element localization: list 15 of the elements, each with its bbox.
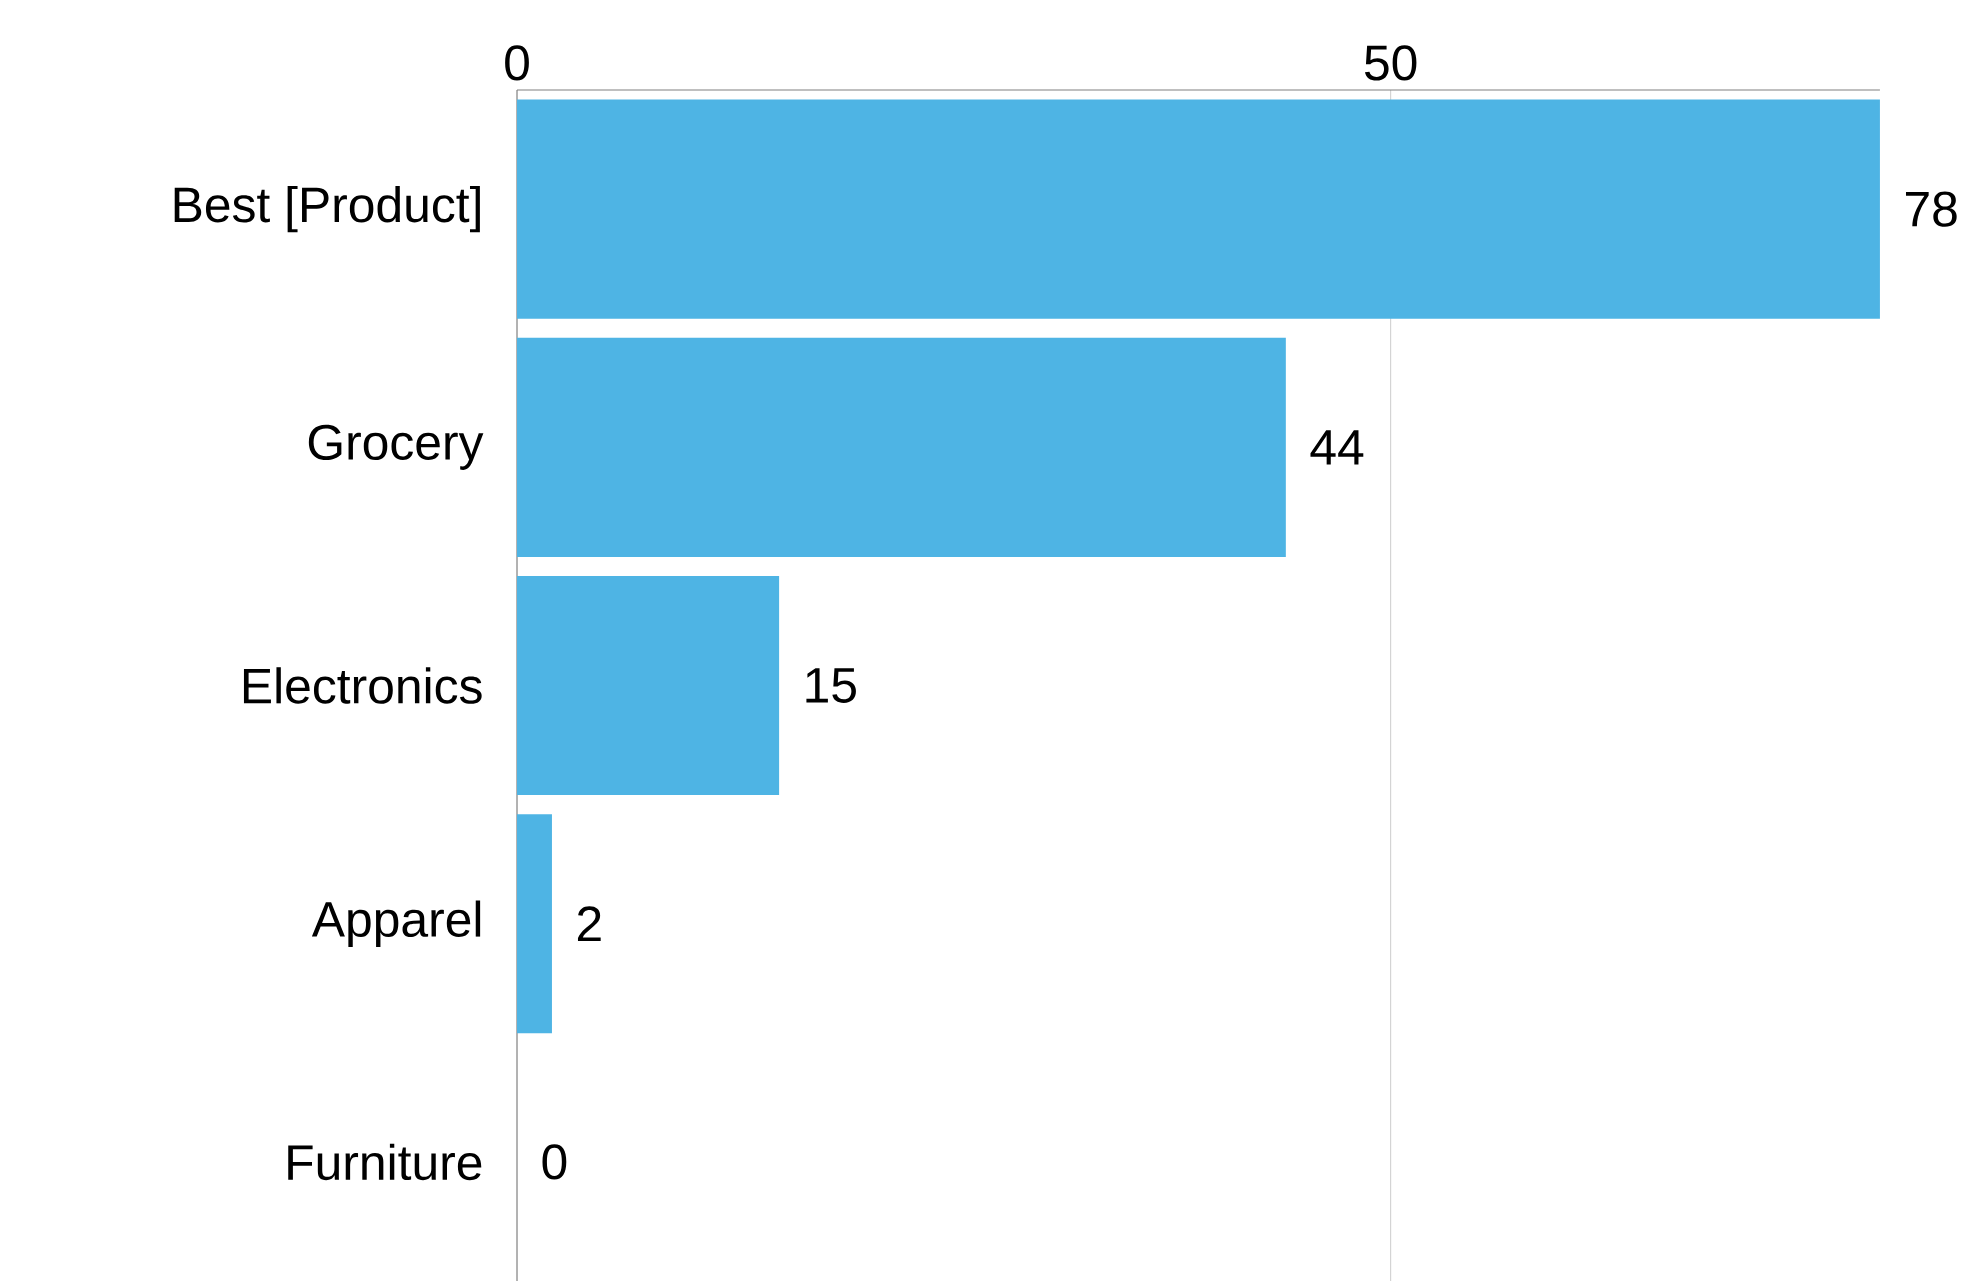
y-tick-label: Furniture [288, 1143, 482, 1181]
y-tick-label: Best [Product] [174, 186, 480, 233]
data-label: 78 [1905, 191, 1957, 227]
data-label: 0 [542, 1144, 567, 1180]
bar [517, 337, 1286, 558]
data-label: 44 [1310, 430, 1364, 465]
bar [517, 814, 552, 1034]
data-label: 2 [577, 906, 601, 942]
data-label: 15 [806, 668, 856, 704]
y-tick-label: Apparel [311, 900, 481, 948]
y-tick-label: Electronics [243, 667, 482, 705]
x-tick-label: 50 [1364, 45, 1417, 81]
bar [517, 576, 780, 796]
bar [517, 99, 1880, 319]
y-tick-label: Grocery [308, 425, 484, 471]
